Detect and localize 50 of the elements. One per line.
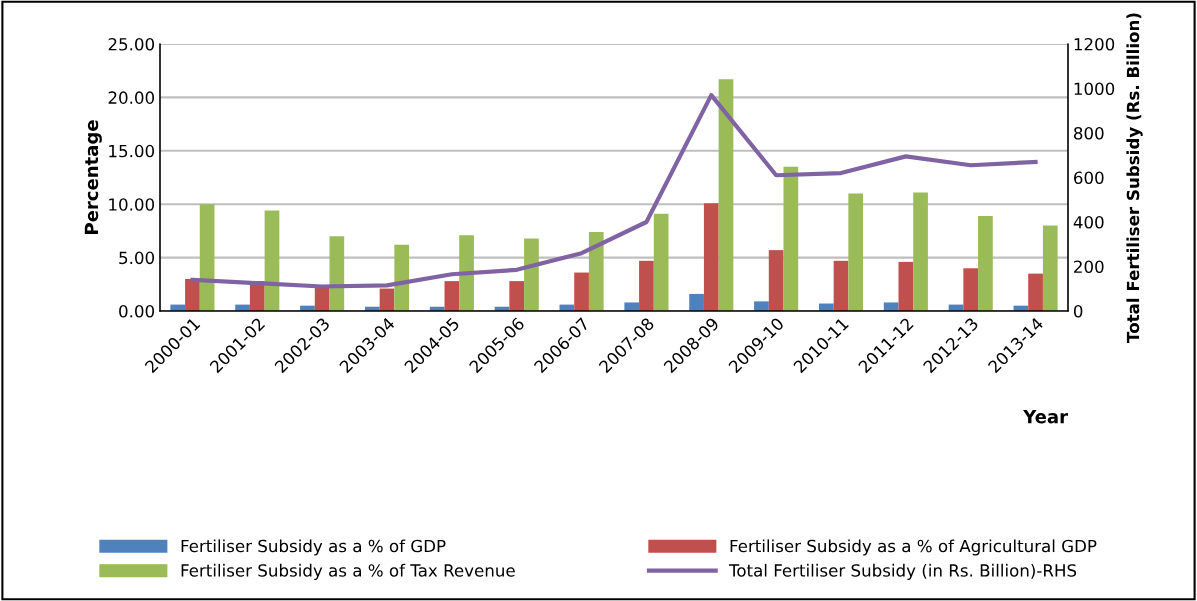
- bar: [783, 166, 799, 311]
- y-tick-label: 5.00: [119, 251, 155, 265]
- y2-tick-label: 1200: [1074, 37, 1115, 51]
- legend-label: Fertiliser Subsidy as a % of GDP: [181, 539, 446, 556]
- y2-tick-label: 800: [1073, 126, 1104, 140]
- bar: [524, 238, 539, 311]
- bar: [703, 203, 719, 311]
- y-tick-label: 20.00: [108, 91, 155, 104]
- bar: [913, 192, 928, 311]
- bar: [588, 231, 604, 311]
- y2-tick-label: 600: [1074, 171, 1104, 185]
- bar: [199, 204, 215, 311]
- y-tick-label: 10.00: [109, 198, 155, 211]
- y-tick-label: 15.00: [109, 144, 155, 158]
- bar: [653, 213, 669, 311]
- bar: [768, 250, 784, 311]
- bar: [1028, 273, 1043, 311]
- y2-axis-title: Total Fertiliser Subsidy (Rs. Billion): [1126, 13, 1143, 343]
- bar: [509, 281, 525, 311]
- y2-tick-label: 200: [1074, 260, 1104, 274]
- y2-tick-label: 1000: [1074, 82, 1115, 96]
- bar: [624, 302, 640, 311]
- legend-label: Total Fertiliser Subsidy (in Rs. Billion)-RHS: [728, 563, 1077, 580]
- bar: [689, 293, 704, 311]
- bar: [898, 261, 914, 311]
- legend-label: Fertiliser Subsidy as a % of Agricultural GDP: [730, 539, 1097, 556]
- y-tick-label: 25.00: [108, 37, 155, 51]
- bar: [1042, 225, 1058, 311]
- bar: [978, 215, 993, 311]
- line-series: [190, 93, 1038, 289]
- y2-tick-label: 0: [1073, 304, 1083, 318]
- bar: [444, 281, 460, 311]
- legend-label: Fertiliser Subsidy as a % of Tax Revenue: [181, 563, 515, 580]
- bar: [264, 210, 280, 311]
- bar: [963, 268, 979, 311]
- bar: [459, 235, 474, 311]
- bar: [754, 301, 769, 311]
- bar: [848, 193, 864, 311]
- bar: [718, 79, 734, 311]
- bar: [883, 302, 899, 311]
- bar: [574, 272, 589, 311]
- bar: [185, 278, 200, 311]
- bar: [833, 260, 849, 311]
- bar: [329, 236, 345, 311]
- bar: [639, 260, 654, 311]
- y2-tick-label: 400: [1073, 215, 1104, 229]
- y-axis-title: Percentage: [84, 120, 102, 234]
- bar: [394, 244, 410, 311]
- x-axis-title: Year: [1023, 409, 1068, 424]
- y-tick-label: 0.00: [119, 304, 155, 318]
